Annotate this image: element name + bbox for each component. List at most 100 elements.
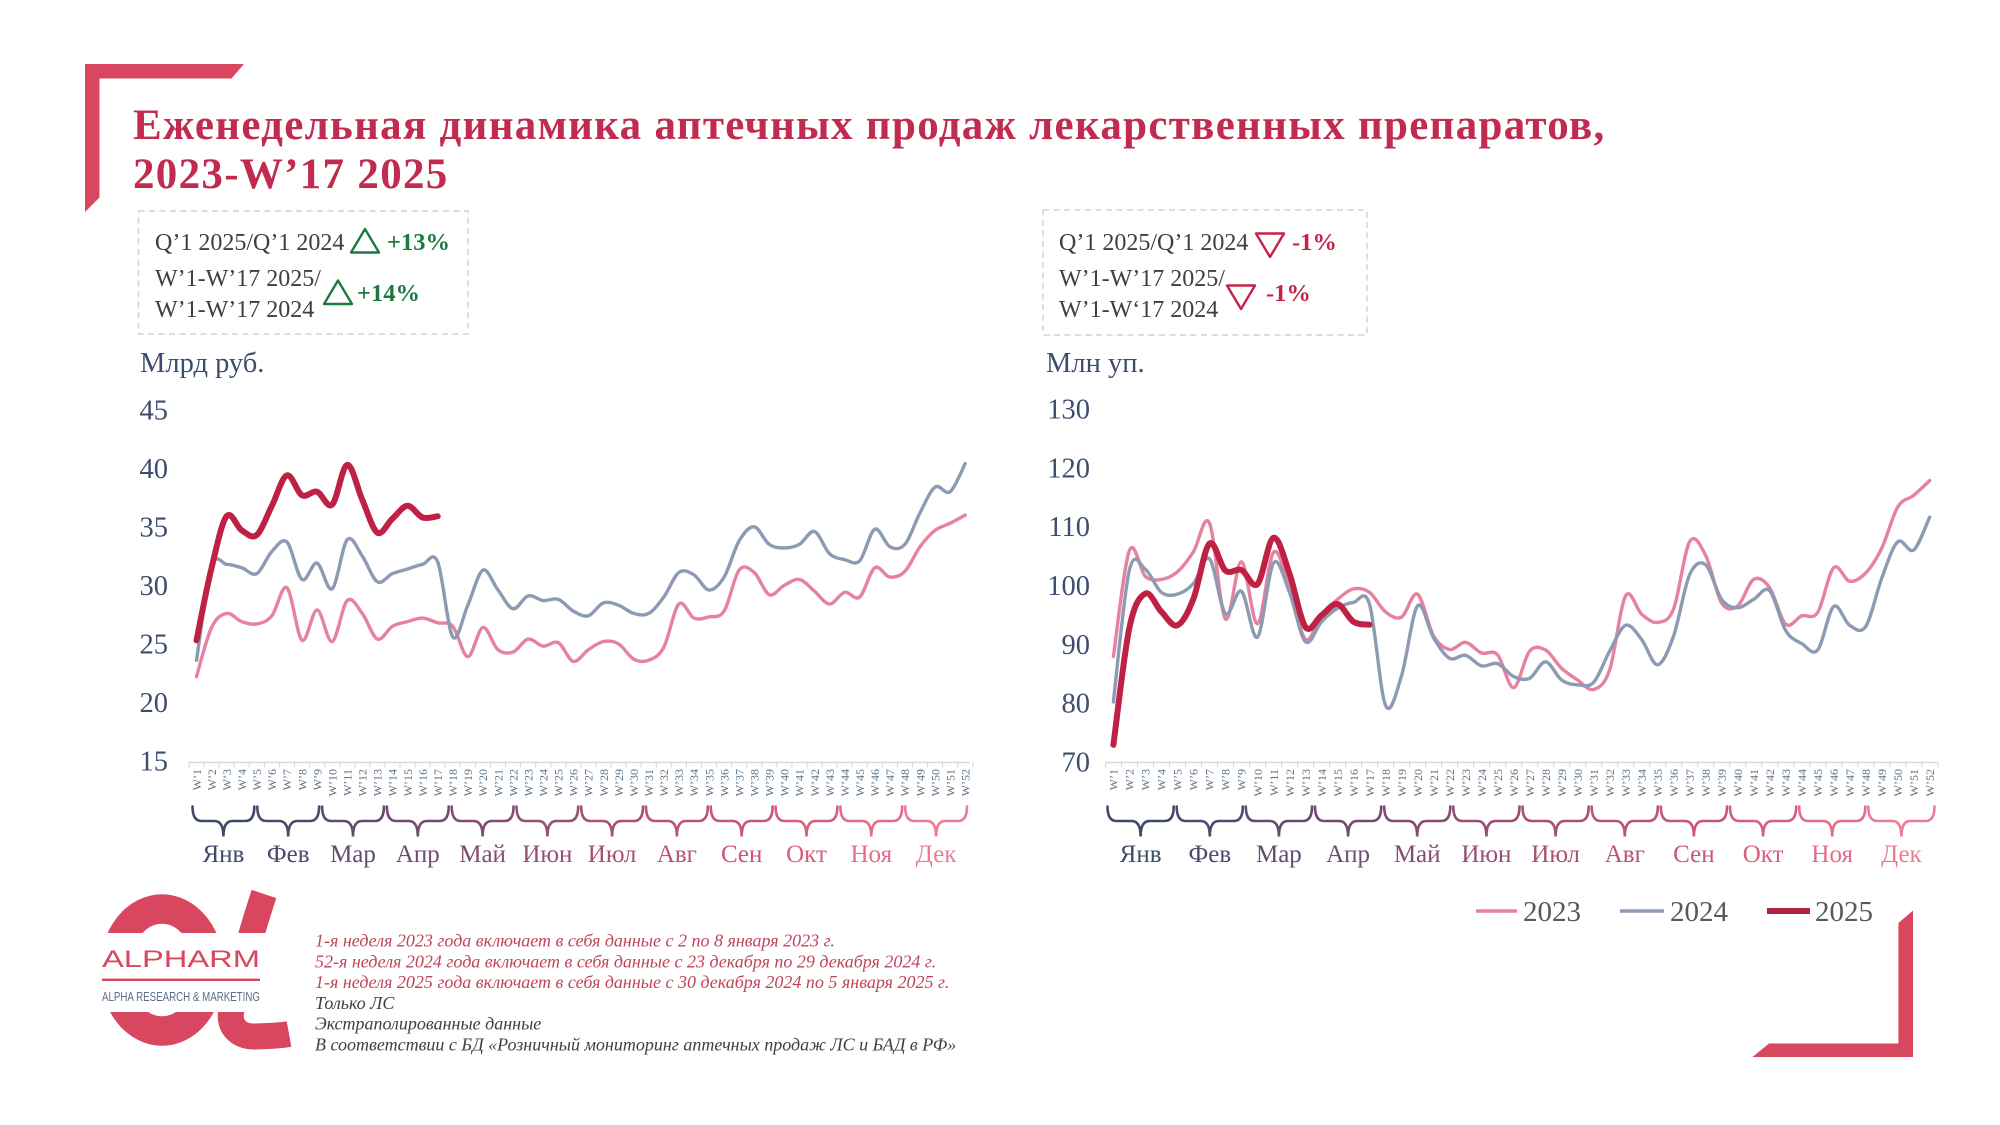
svg-text:100: 100 — [1047, 571, 1090, 602]
svg-text:W’42: W’42 — [808, 769, 822, 796]
svg-text:W’38: W’38 — [1699, 769, 1713, 796]
svg-text:+14%: +14% — [357, 280, 420, 307]
svg-text:W’51: W’51 — [943, 769, 957, 796]
svg-text:Ноя: Ноя — [851, 841, 893, 868]
svg-text:W’29: W’29 — [612, 769, 626, 796]
svg-text:W’19: W’19 — [461, 769, 475, 796]
svg-text:2024: 2024 — [1670, 896, 1729, 928]
svg-text:W’21: W’21 — [1427, 769, 1441, 796]
svg-text:Еженедельная динамика аптечных: Еженедельная динамика аптечных продаж ле… — [133, 102, 1606, 149]
svg-text:W’39: W’39 — [763, 769, 777, 796]
svg-text:W’28: W’28 — [1539, 769, 1553, 796]
svg-text:W’15: W’15 — [1331, 769, 1345, 796]
svg-text:W’14: W’14 — [1315, 769, 1329, 796]
svg-text:Янв: Янв — [1120, 841, 1162, 868]
svg-text:W’9: W’9 — [1235, 769, 1249, 790]
svg-text:Сен: Сен — [721, 841, 762, 868]
svg-text:W’48: W’48 — [1859, 769, 1873, 796]
svg-text:W’33: W’33 — [672, 769, 686, 796]
svg-text:W’6: W’6 — [1187, 769, 1201, 790]
svg-text:Млн уп.: Млн уп. — [1046, 348, 1145, 379]
svg-text:W’25: W’25 — [552, 769, 566, 796]
svg-text:W’32: W’32 — [1603, 769, 1617, 796]
svg-text:W’1-W’17 2025/: W’1-W’17 2025/ — [1059, 266, 1225, 292]
svg-text:W’44: W’44 — [1795, 769, 1809, 796]
svg-text:W’32: W’32 — [657, 769, 671, 796]
svg-text:W’41: W’41 — [793, 769, 807, 796]
svg-text:W’17: W’17 — [431, 769, 445, 796]
svg-text:W’4: W’4 — [235, 769, 249, 790]
svg-text:W’27: W’27 — [1523, 769, 1537, 796]
svg-text:15: 15 — [140, 747, 169, 778]
svg-text:W’35: W’35 — [1651, 769, 1665, 796]
svg-text:80: 80 — [1062, 689, 1091, 720]
svg-text:Апр: Апр — [1326, 841, 1370, 868]
svg-text:W’12: W’12 — [356, 769, 370, 796]
svg-text:W’37: W’37 — [732, 769, 746, 796]
svg-text:W’36: W’36 — [1667, 769, 1681, 796]
svg-text:W’51: W’51 — [1907, 769, 1921, 796]
svg-text:W’6: W’6 — [265, 769, 279, 790]
svg-text:W’47: W’47 — [1843, 769, 1857, 796]
svg-text:2023: 2023 — [1523, 896, 1581, 928]
svg-text:25: 25 — [140, 630, 169, 661]
svg-text:W’28: W’28 — [597, 769, 611, 796]
svg-text:W’27: W’27 — [582, 769, 596, 796]
svg-text:45: 45 — [140, 396, 169, 427]
svg-text:W’3: W’3 — [220, 769, 234, 790]
svg-text:W’9: W’9 — [310, 769, 324, 790]
svg-text:W’35: W’35 — [702, 769, 716, 796]
svg-text:W’42: W’42 — [1763, 769, 1777, 796]
svg-text:-1%: -1% — [1292, 229, 1337, 256]
svg-text:Мар: Мар — [330, 841, 376, 868]
svg-text:Q’1 2025/Q’1 2024: Q’1 2025/Q’1 2024 — [155, 230, 344, 256]
svg-text:Май: Май — [1394, 841, 1441, 868]
svg-text:W’3: W’3 — [1139, 769, 1153, 790]
svg-text:Сен: Сен — [1673, 841, 1714, 868]
svg-text:Апр: Апр — [396, 841, 440, 868]
svg-text:W’19: W’19 — [1395, 769, 1409, 796]
svg-text:35: 35 — [140, 513, 169, 544]
svg-text:W’16: W’16 — [416, 769, 430, 796]
svg-text:Q’1 2025/Q’1 2024: Q’1 2025/Q’1 2024 — [1059, 230, 1248, 256]
svg-text:90: 90 — [1062, 630, 1091, 661]
svg-text:Окт: Окт — [1743, 841, 1784, 868]
svg-text:W’34: W’34 — [1635, 769, 1649, 796]
svg-text:W’15: W’15 — [401, 769, 415, 796]
svg-text:1-я неделя 2023 года включает: 1-я неделя 2023 года включает в себя дан… — [315, 931, 835, 951]
svg-text:Июн: Июн — [522, 841, 572, 868]
svg-text:W’41: W’41 — [1747, 769, 1761, 796]
svg-text:W’20: W’20 — [476, 769, 490, 796]
svg-text:W’18: W’18 — [1379, 769, 1393, 796]
svg-text:W’1-W’17 2024: W’1-W’17 2024 — [155, 297, 314, 323]
svg-text:W’37: W’37 — [1683, 769, 1697, 796]
svg-text:W’49: W’49 — [1875, 769, 1889, 796]
svg-text:W’50: W’50 — [928, 769, 942, 796]
svg-text:W’30: W’30 — [627, 769, 641, 796]
svg-text:Июн: Июн — [1461, 841, 1511, 868]
svg-text:W’36: W’36 — [717, 769, 731, 796]
svg-text:W’8: W’8 — [295, 769, 309, 790]
svg-text:W’18: W’18 — [446, 769, 460, 796]
svg-text:W’2: W’2 — [1123, 769, 1137, 790]
svg-text:W’4: W’4 — [1155, 769, 1169, 790]
svg-text:W’45: W’45 — [1811, 769, 1825, 796]
svg-text:В соответствии с БД «Розничный: В соответствии с БД «Розничный мониторин… — [315, 1035, 956, 1055]
svg-text:W’34: W’34 — [687, 769, 701, 796]
svg-text:ALPHA RESEARCH & MARKETING: ALPHA RESEARCH & MARKETING — [102, 990, 260, 1004]
svg-text:Дек: Дек — [916, 841, 957, 868]
svg-text:52-я неделя 2024 года включает: 52-я неделя 2024 года включает в себя да… — [315, 951, 936, 971]
svg-text:W’10: W’10 — [326, 769, 340, 796]
svg-text:W’26: W’26 — [567, 769, 581, 796]
svg-text:W’52: W’52 — [1923, 769, 1937, 796]
svg-text:W’11: W’11 — [341, 769, 355, 796]
svg-text:W’40: W’40 — [1731, 769, 1745, 796]
svg-text:Мар: Мар — [1256, 841, 1302, 868]
svg-text:W’16: W’16 — [1347, 769, 1361, 796]
svg-text:Ноя: Ноя — [1811, 841, 1853, 868]
svg-text:Млрд руб.: Млрд руб. — [140, 348, 264, 379]
svg-text:W’22: W’22 — [506, 769, 520, 796]
svg-text:70: 70 — [1062, 748, 1091, 779]
svg-text:+13%: +13% — [387, 229, 450, 256]
svg-text:W’22: W’22 — [1443, 769, 1457, 796]
